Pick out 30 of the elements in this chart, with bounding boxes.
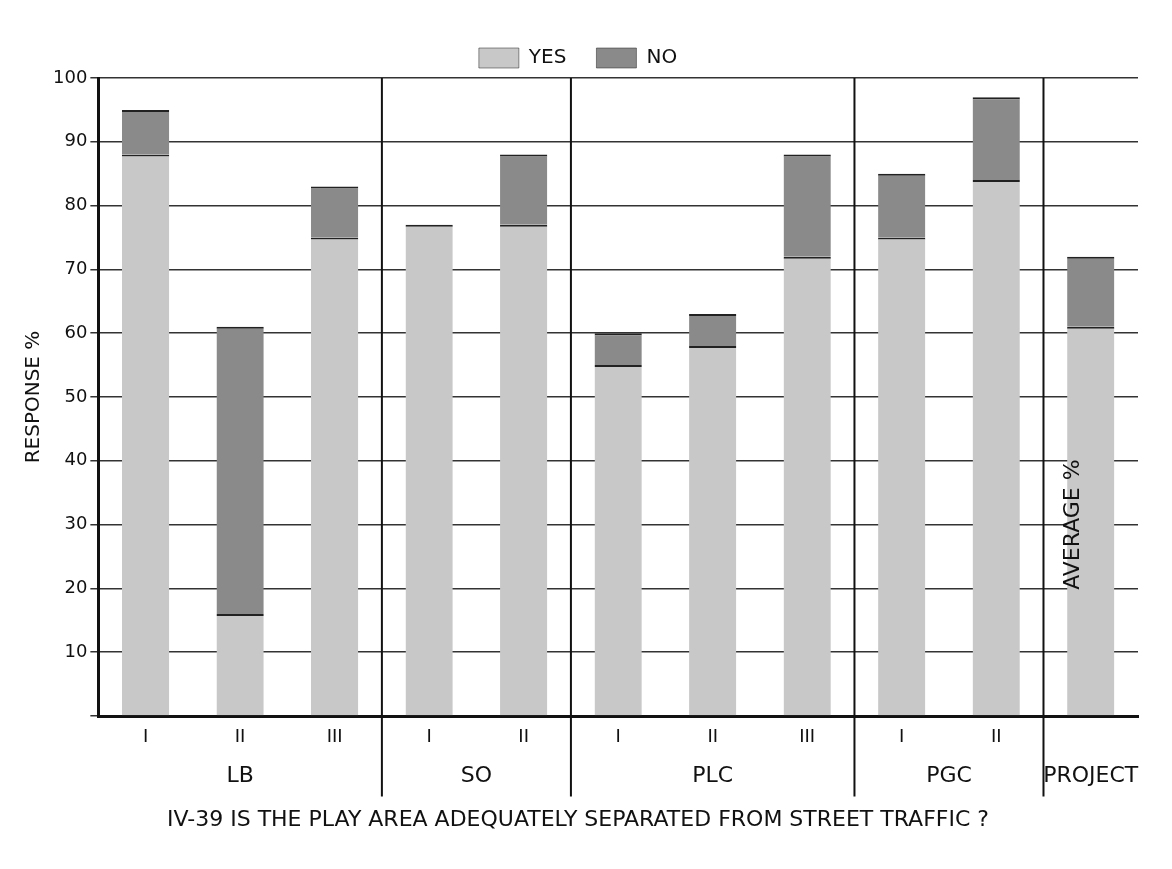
legend-label: YES [527,44,567,69]
text: LB [226,762,254,788]
y-tick-label: 90 [64,129,88,151]
legend-label: NO [646,44,678,69]
x-tick-label: III [799,725,816,747]
text: PLC [692,762,734,788]
y-tick-label: 50 [64,384,88,406]
x-tick-label: I [142,725,149,747]
x-tick-label: II [518,725,529,747]
x-tick-label: I [615,725,621,747]
x-tick-label: III [326,725,343,747]
y-axis-title: RESPONSE % [20,330,45,464]
y-tick-label: 40 [64,448,88,470]
x-tick-label: II [707,725,718,747]
text: PROJECT [1043,762,1139,788]
text: IV-39 IS THE PLAY AREA ADEQUATELY SEPARATED FROM STREET TRAFFIC ? [167,805,989,831]
y-tick-label: 100 [53,65,88,87]
annotation: AVERAGE % [1059,459,1085,590]
y-tick-label: 30 [64,512,88,534]
y-tick-label: 20 [64,576,88,598]
x-tick-label: I [899,725,905,747]
x-tick-label: II [990,725,1002,747]
text: SO [460,762,493,788]
x-tick-label: II [234,725,246,747]
y-tick-label: 10 [64,639,88,661]
y-tick-label: 60 [64,320,88,342]
y-tick-label: 70 [64,257,88,279]
text: PGC [926,762,972,788]
x-tick-label: I [426,725,432,747]
y-tick-label: 80 [64,193,88,215]
